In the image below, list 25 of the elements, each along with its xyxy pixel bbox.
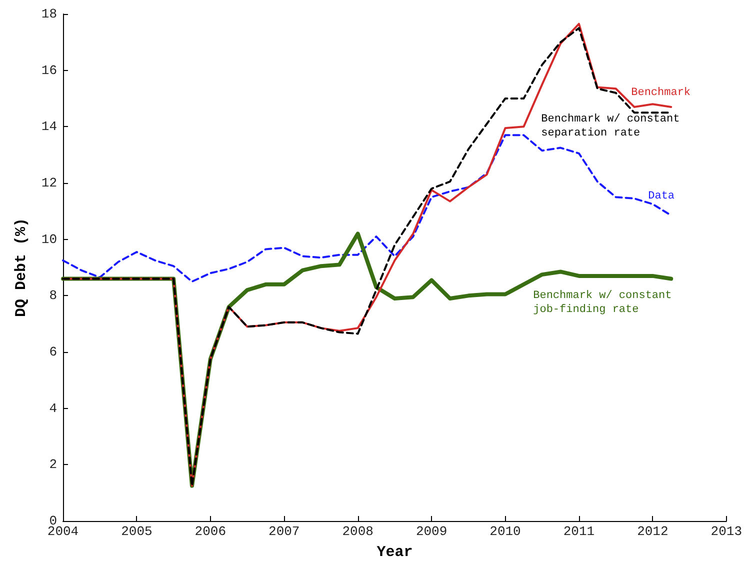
series-label: Benchmark w/ constant separation rate xyxy=(541,114,686,140)
x-tick-label: 2004 xyxy=(47,524,79,539)
y-tick-label: 18 xyxy=(41,6,57,22)
x-tick-label: 2008 xyxy=(342,524,374,539)
x-tick-label: 2007 xyxy=(268,524,300,539)
series-label: Benchmark w/ constant job-finding rate xyxy=(533,290,678,316)
x-tick-label: 2009 xyxy=(416,524,448,539)
x-axis-title: Year xyxy=(376,544,413,561)
x-tick-label: 2011 xyxy=(563,524,595,539)
y-tick-label: 12 xyxy=(41,176,57,190)
y-tick-label: 6 xyxy=(49,344,57,360)
y-tick-label: 4 xyxy=(49,400,58,416)
x-tick-label: 2010 xyxy=(490,524,521,539)
x-tick-label: 2005 xyxy=(121,524,152,539)
series-label: Benchmark xyxy=(631,86,691,99)
y-tick-label: 2 xyxy=(49,457,57,472)
y-tick-label: 8 xyxy=(49,288,57,304)
x-tick-label: 2006 xyxy=(194,524,226,539)
x-tick-label: 2013 xyxy=(710,524,742,539)
x-tick-label: 2012 xyxy=(637,524,668,539)
series-label: Data xyxy=(648,190,675,202)
y-tick-label: 10 xyxy=(41,232,57,247)
y-axis-title: DQ Debt (%) xyxy=(13,218,30,318)
y-tick-label: 16 xyxy=(41,62,57,78)
y-tick-label: 14 xyxy=(41,119,58,134)
